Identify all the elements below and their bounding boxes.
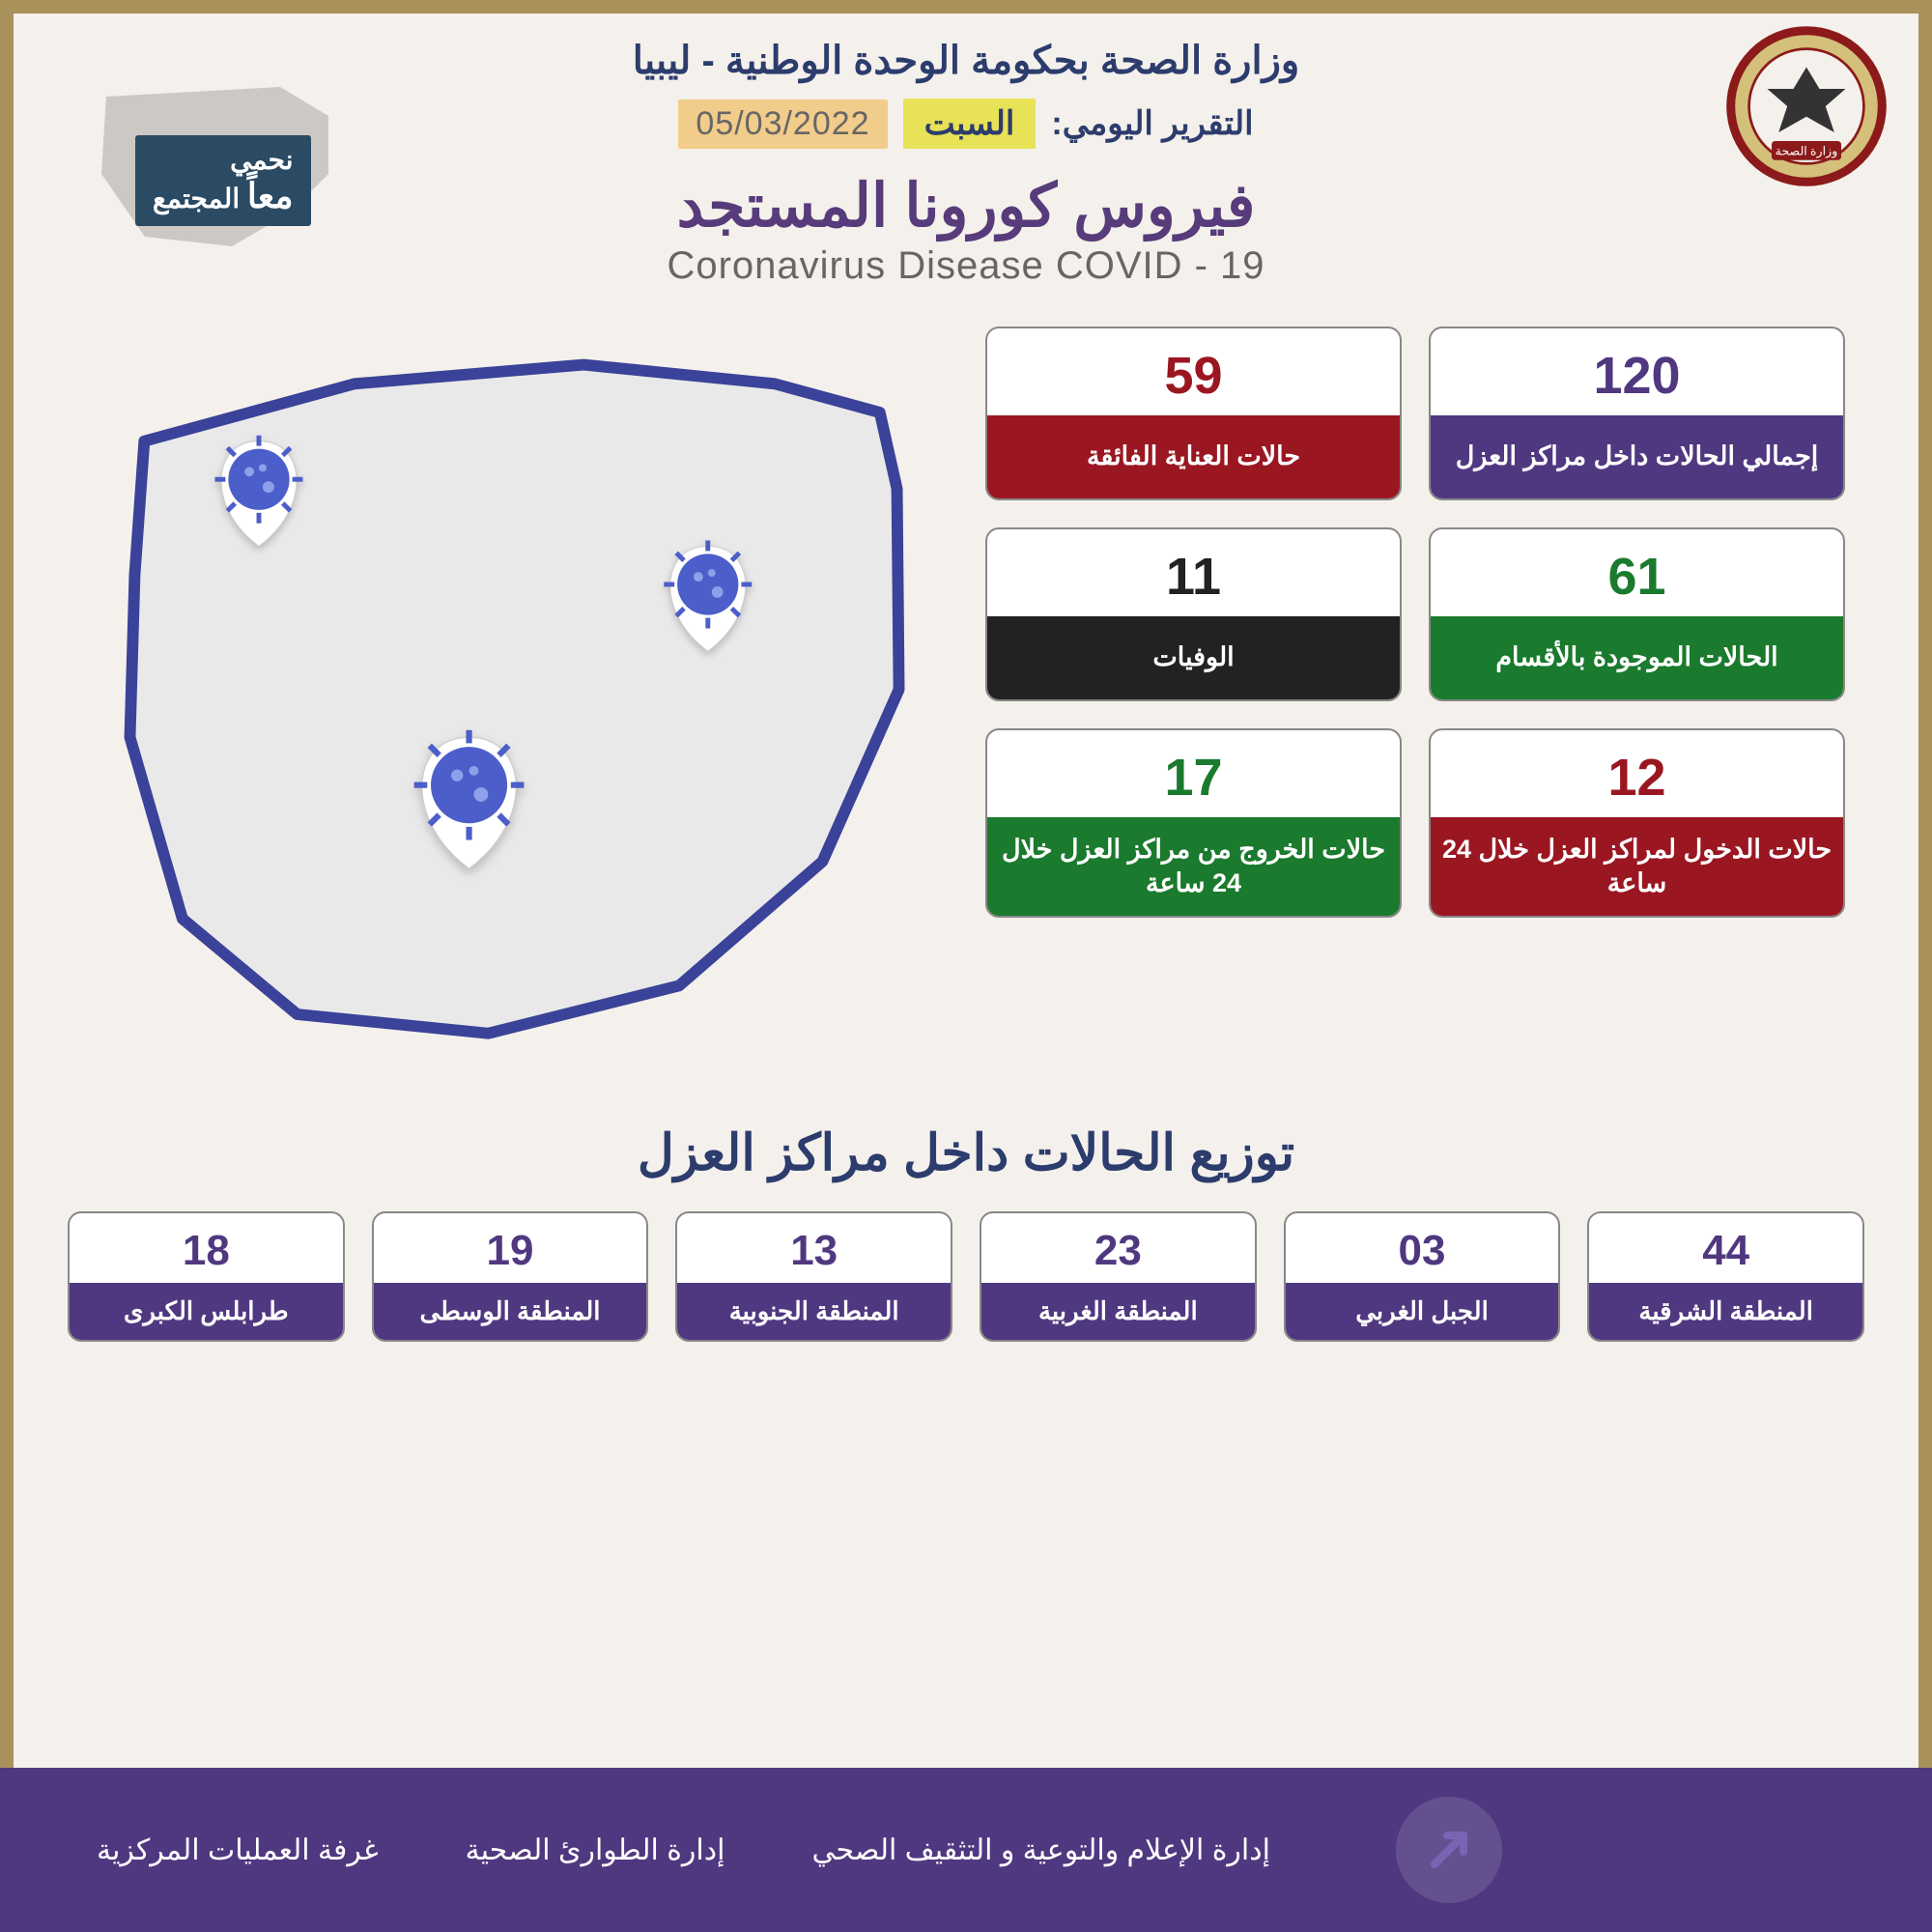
title-arabic: فيروس كورونا المستجد [77,170,1855,241]
arrow-icon [1396,1797,1502,1903]
report-line: التقرير اليومي: السبت 05/03/2022 [678,99,1253,149]
report-label: التقرير اليومي: [1051,104,1253,143]
day-badge: السبت [903,99,1037,149]
map-container [87,327,947,1076]
footer-dept: إدارة الإعلام والتوعية و التثقيف الصحي [811,1833,1270,1867]
header: وزارة الصحة بحكومة الوحدة الوطنية - ليبي… [0,0,1932,298]
date-badge: 05/03/2022 [678,99,887,149]
title-english: Coronavirus Disease COVID - 19 [77,244,1855,288]
footer-dept: إدارة الطوارئ الصحية [466,1833,725,1867]
footer-bar: إدارة الإعلام والتوعية و التثقيف الصحي إ… [0,1768,1932,1932]
footer-dept: غرفة العمليات المركزية [97,1833,379,1867]
org-title: وزارة الصحة بحكومة الوحدة الوطنية - ليبي… [77,39,1855,83]
